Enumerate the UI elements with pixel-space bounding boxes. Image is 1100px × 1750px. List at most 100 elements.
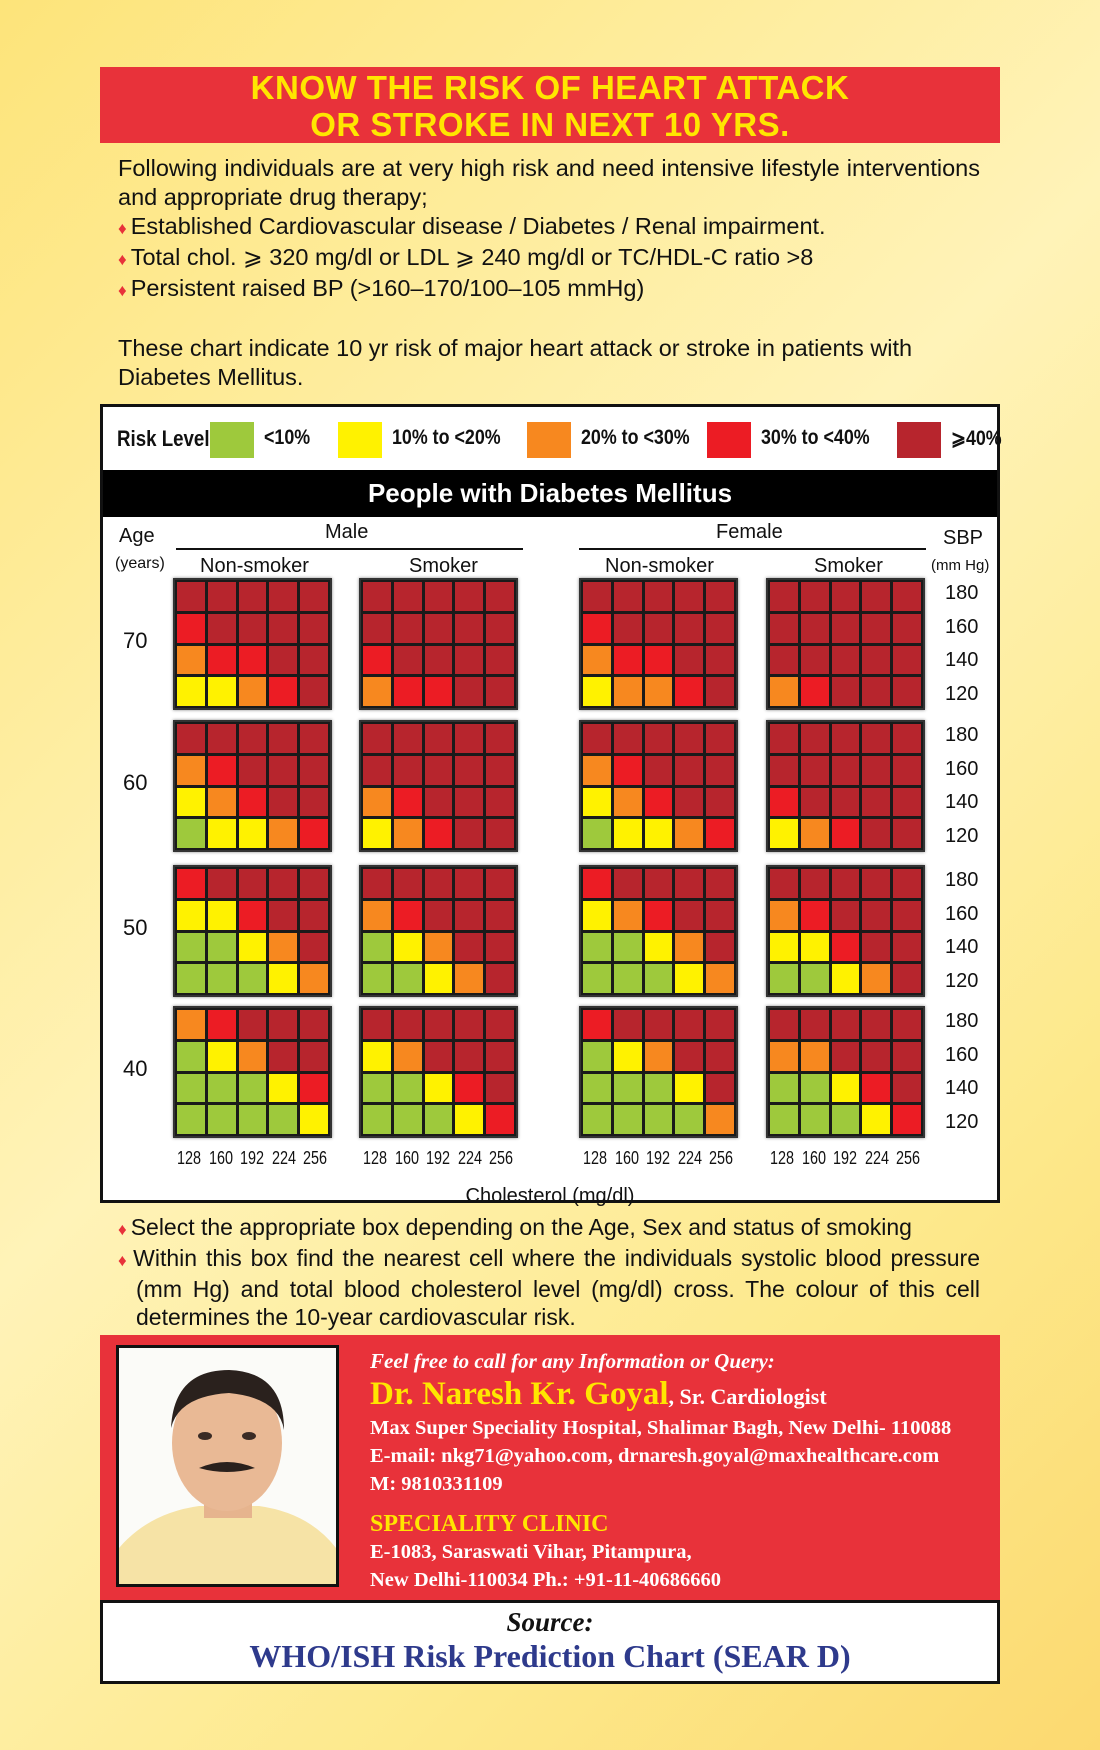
hospital-address: Max Super Speciality Hospital, Shalimar …	[370, 1417, 952, 1439]
risk-cell	[300, 819, 328, 848]
risk-grid-male-smoker-age-40	[359, 1006, 518, 1138]
mobile-number: M: 9810331109	[370, 1473, 503, 1495]
risk-cell	[393, 932, 422, 962]
risk-cell	[644, 755, 673, 785]
sbp-label: 180	[945, 724, 979, 746]
risk-cell	[363, 1010, 391, 1039]
risk-cell	[269, 755, 298, 785]
risk-cell	[613, 755, 642, 785]
risk-cell	[706, 724, 734, 753]
risk-cell	[300, 1073, 328, 1103]
risk-cell	[207, 819, 236, 848]
legend-swatch	[338, 422, 382, 458]
email-link[interactable]: E-mail: nkg71@yahoo.com, drnaresh.goyal@…	[370, 1445, 940, 1467]
risk-cell	[831, 1041, 860, 1071]
risk-cell	[363, 964, 391, 993]
legend-swatch	[210, 422, 254, 458]
risk-cell	[486, 1010, 514, 1039]
risk-cell	[675, 1041, 704, 1071]
risk-cell	[269, 1105, 298, 1134]
risk-cell	[486, 900, 514, 930]
risk-cell	[706, 787, 734, 817]
risk-cell	[363, 1105, 391, 1134]
cholesterol-tick: 128	[176, 1148, 202, 1168]
risk-cell	[613, 1073, 642, 1103]
risk-cell	[393, 613, 422, 643]
risk-cell	[424, 755, 453, 785]
risk-cell	[207, 724, 236, 753]
risk-cell	[800, 1041, 829, 1071]
risk-cell	[363, 724, 391, 753]
doctor-title: , Sr. Cardiologist	[668, 1384, 827, 1409]
risk-cell	[455, 900, 484, 930]
risk-cell	[800, 755, 829, 785]
risk-cell	[800, 964, 829, 993]
risk-cell	[207, 755, 236, 785]
doctor-photo	[116, 1345, 339, 1587]
risk-cell	[177, 1041, 205, 1071]
risk-chart: Risk Level <10% 10% to <20% 20% to <30% 30%…	[100, 404, 1002, 1207]
bullet-item: ♦ Total chol. ⩾ 320 mg/dl or LDL ⩾ 240 mg…	[118, 243, 980, 274]
risk-cell	[363, 787, 391, 817]
risk-cell	[486, 1105, 514, 1134]
risk-cell	[893, 1105, 921, 1134]
risk-cell	[583, 787, 611, 817]
risk-cell	[177, 932, 205, 962]
risk-cell	[800, 1105, 829, 1134]
risk-cell	[269, 900, 298, 930]
sbp-label: 160	[945, 1043, 979, 1066]
risk-cell	[177, 1073, 205, 1103]
risk-cell	[831, 677, 860, 706]
source-box: Source: WHO/ISH Risk Prediction Chart (S…	[100, 1600, 1000, 1684]
risk-cell	[300, 964, 328, 993]
instructions: ♦ Select the appropriate box depending on…	[118, 1213, 980, 1331]
risk-cell	[455, 677, 484, 706]
cholesterol-tick: 192	[832, 1148, 858, 1168]
risk-cell	[486, 1073, 514, 1103]
risk-cell	[207, 787, 236, 817]
risk-cell	[831, 613, 860, 643]
bullet-text: Persistent raised BP (>160–170/100–105 m…	[130, 275, 645, 301]
risk-cell	[455, 869, 484, 898]
risk-cell	[207, 645, 236, 675]
risk-cell	[455, 1105, 484, 1134]
legend-label: 10% to <20%	[392, 426, 501, 449]
risk-cell	[862, 964, 891, 993]
risk-cell	[363, 932, 391, 962]
risk-cell	[300, 787, 328, 817]
risk-cell	[269, 869, 298, 898]
doctor-name-line: Dr. Naresh Kr. Goyal, Sr. Cardiologist	[370, 1376, 827, 1413]
bullet-text: Established Cardiovascular disease / Dia…	[130, 213, 826, 239]
risk-cell	[269, 1073, 298, 1103]
risk-cell	[177, 677, 205, 706]
sbp-label: 140	[945, 649, 979, 671]
risk-cell	[675, 1010, 704, 1039]
risk-cell	[269, 645, 298, 675]
doctor-contact-box: Feel free to call for any Information or…	[100, 1335, 1000, 1600]
diamond-icon: ♦	[118, 281, 127, 300]
female-label: Female	[716, 521, 783, 543]
risk-cell	[675, 613, 704, 643]
risk-cell	[644, 1010, 673, 1039]
male-nonsmoker-label: Non-smoker	[200, 555, 309, 577]
risk-cell	[207, 869, 236, 898]
sbp-label: 180	[945, 1010, 979, 1032]
risk-cell	[300, 677, 328, 706]
cholesterol-tick: 192	[239, 1148, 265, 1168]
risk-cell	[831, 787, 860, 817]
instruction-text: Within this box find the nearest cell wh…	[133, 1245, 980, 1330]
diamond-icon: ♦	[118, 1220, 127, 1239]
risk-cell	[455, 1010, 484, 1039]
risk-cell	[177, 900, 205, 930]
risk-cell	[207, 1041, 236, 1071]
risk-cell	[770, 1105, 798, 1134]
risk-cell	[238, 724, 267, 753]
legend-label: 30% to <40%	[761, 426, 870, 449]
risk-cell	[675, 724, 704, 753]
risk-cell	[613, 724, 642, 753]
risk-cell	[583, 582, 611, 611]
risk-cell	[177, 613, 205, 643]
risk-cell	[613, 964, 642, 993]
risk-cell	[583, 613, 611, 643]
risk-cell	[893, 1041, 921, 1071]
